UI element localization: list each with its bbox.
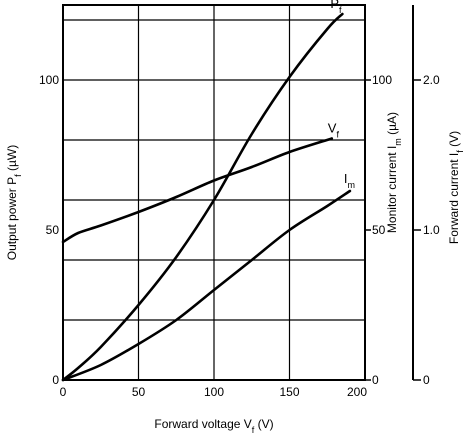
x-tick-label: 100 — [204, 385, 224, 399]
right1-axis-label: Monitor current Im (µA) — [385, 112, 403, 233]
right2-tick-label: 2.0 — [423, 73, 440, 87]
right2-tick-label: 1.0 — [423, 223, 440, 237]
series-line-Pf — [61, 12, 344, 382]
series-line-Im — [61, 189, 352, 382]
plot-frame — [62, 4, 366, 381]
left-tick-label: 100 — [39, 73, 59, 87]
left-tick-label: 0 — [52, 373, 59, 387]
right1-tick-label: 0 — [372, 373, 379, 387]
x-tick-label: 50 — [132, 385, 146, 399]
x-tick-label: 150 — [279, 385, 299, 399]
right2-axis-label: Forward current If (V) — [447, 131, 465, 244]
left-tick-label: 50 — [46, 223, 60, 237]
series-label: Pf — [330, 0, 342, 15]
series-label: Vf — [328, 121, 340, 140]
right1-tick-label: 100 — [372, 73, 392, 87]
right2-tick-label: 0 — [423, 373, 430, 387]
left-axis-label: Output power Pf (µW) — [5, 145, 23, 260]
series-label: Im — [344, 171, 355, 190]
series-line-Vf — [61, 137, 334, 244]
x-axis-label: Forward voltage Vf (V) — [154, 417, 273, 435]
x-tick-label: 200 — [347, 385, 367, 399]
x-tick-label: 0 — [60, 385, 67, 399]
right1-tick-label: 50 — [372, 223, 386, 237]
